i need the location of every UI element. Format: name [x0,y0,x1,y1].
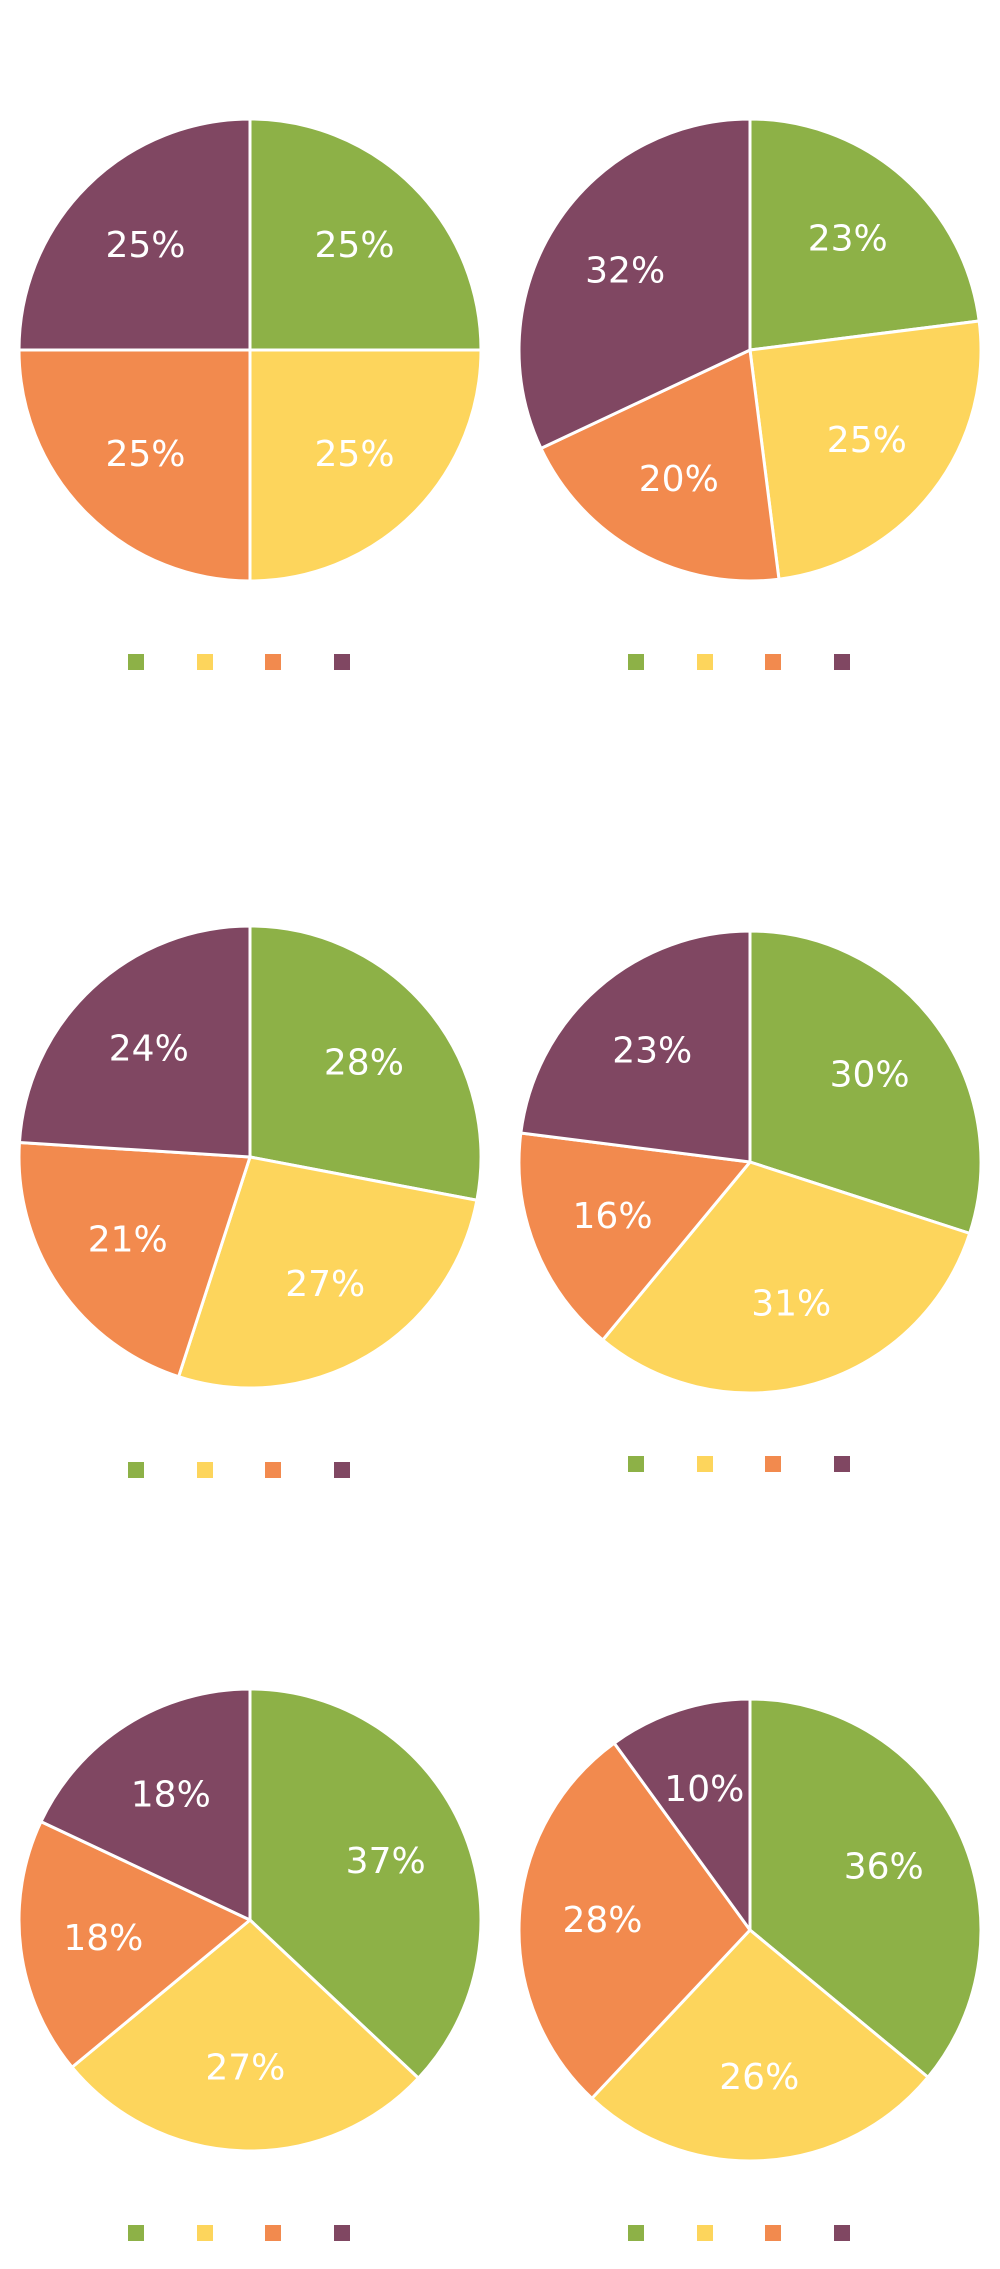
slice-label: 18% [131,1775,211,1816]
pie-slice [748,1697,983,2079]
slice-label: 25% [105,225,185,266]
legend-swatch [334,1462,350,1478]
legend-swatch [697,654,713,670]
slice-label: 28% [324,1042,404,1083]
pie-slice [17,117,252,352]
pie-slice [248,924,483,1202]
legend [628,654,850,670]
slice-label: 25% [827,420,907,461]
pie-slice [177,1155,479,1390]
slice-label: 26% [719,2057,799,2098]
legend-swatch [697,1456,713,1472]
pie-chart-3: 28% 27% 21% 24% [17,924,483,1478]
legend [628,2225,850,2241]
pie-slice [590,1928,930,2163]
pie-slice [17,924,252,1159]
slice-label: 20% [639,459,719,500]
pie-slice [612,1697,752,1932]
slice-label: 25% [315,434,395,475]
pie-chart-1: 25% 25% 25% 25% [17,117,483,670]
slice-label: 27% [205,2047,285,2088]
slice-label: 23% [612,1031,692,1072]
pie-slice [517,1131,752,1342]
legend-swatch [197,654,213,670]
pie-slice [517,117,752,450]
legend-swatch [765,1456,781,1472]
pie-slice [601,1160,972,1395]
legend [128,2225,350,2241]
legend [128,654,350,670]
pie-slice [519,929,752,1164]
pie-slice [248,1687,483,2080]
legend-swatch [128,654,144,670]
legend-swatch [334,654,350,670]
slice-label: 24% [109,1029,189,1070]
slice-label: 25% [105,434,185,475]
pie-slice [539,348,781,583]
slice-label: 32% [585,250,665,291]
slice-label: 30% [830,1055,910,1096]
pie-slice [748,929,983,1235]
pie-slice [17,1820,252,2069]
slice-label: 23% [808,219,888,260]
pie-slice [517,1741,752,2100]
legend-swatch [265,654,281,670]
legend-swatch [334,2225,350,2241]
legend-swatch [628,654,644,670]
legend [628,1456,850,1472]
legend-swatch [628,2225,644,2241]
pie-slice [248,117,483,352]
legend-swatch [265,2225,281,2241]
legend-swatch [265,1462,281,1478]
pie-slice [39,1687,252,1922]
legend-swatch [834,654,850,670]
legend-swatch [197,2225,213,2241]
pie-chart-6: 36% 26% 28% 10% [517,1697,983,2241]
slice-label: 25% [315,225,395,266]
slice-label: 10% [664,1769,744,1810]
pie-slice [17,1141,252,1379]
legend-swatch [128,2225,144,2241]
legend-swatch [834,1456,850,1472]
legend-swatch [834,2225,850,2241]
pie-slice [17,348,252,583]
slice-label: 27% [285,1264,365,1305]
legend-swatch [697,2225,713,2241]
slice-label: 16% [573,1196,653,1237]
legend-swatch [128,1462,144,1478]
legend-swatch [765,654,781,670]
legend [128,1462,350,1478]
pie-chart-4: 30% 31% 16% 23% [517,929,983,1472]
slice-label: 28% [562,1900,642,1941]
pie-chart-2: 23% 25% 20% 32% [517,117,983,670]
slice-label: 18% [63,1918,143,1959]
slice-label: 31% [751,1283,831,1324]
pie-slice [70,1918,420,2153]
legend-swatch [765,2225,781,2241]
slice-label: 37% [346,1841,426,1882]
slice-label: 36% [844,1847,924,1888]
legend-swatch [197,1462,213,1478]
pie-slice [248,348,483,583]
slice-label: 21% [88,1220,168,1261]
legend-swatch [628,1456,644,1472]
pie-slice [748,319,983,581]
pie-chart-5: 37% 27% 18% 18% [17,1687,483,2241]
pie-slice [748,117,981,352]
